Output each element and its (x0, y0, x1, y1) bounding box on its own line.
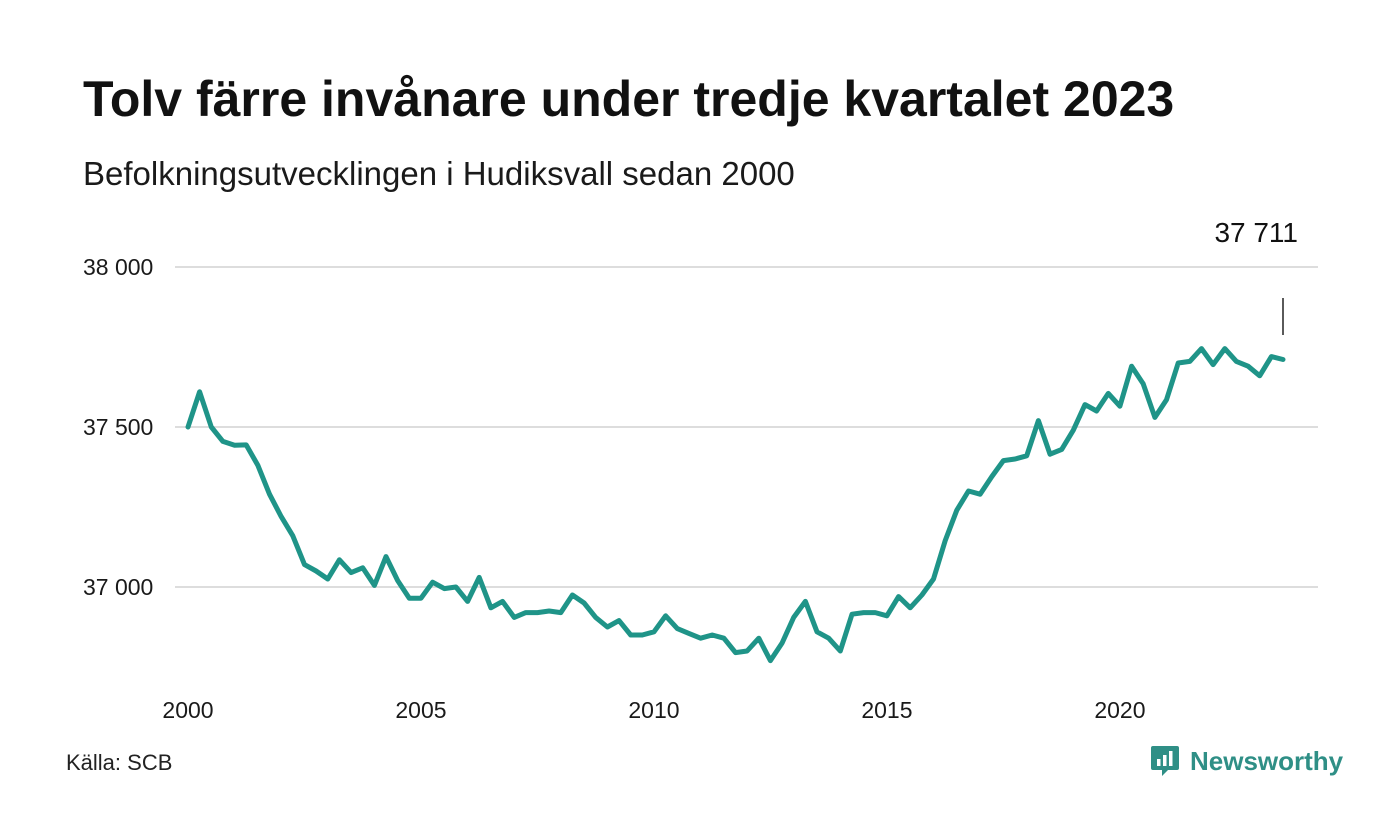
x-tick-label: 2020 (1094, 697, 1145, 723)
x-tick-label: 2010 (628, 697, 679, 723)
brand-name: Newsworthy (1190, 745, 1344, 776)
y-tick-label: 38 000 (83, 254, 153, 280)
annotation: 37 711 (1214, 217, 1298, 335)
newsworthy-logo-icon (1151, 746, 1179, 776)
y-tick-label: 37 000 (83, 574, 153, 600)
brand-logo: Newsworthy (1150, 744, 1343, 778)
x-axis-tick-labels: 2000 2005 2010 2015 2020 (162, 697, 1145, 723)
x-tick-label: 2005 (395, 697, 446, 723)
source-note: Källa: SCB (66, 750, 173, 775)
annotation-label: 37 711 (1214, 217, 1298, 248)
chart-subtitle: Befolkningsutvecklingen i Hudiksvall sed… (83, 155, 795, 192)
series-layer (185, 346, 1286, 664)
x-tick-label: 2000 (162, 697, 213, 723)
y-axis-tick-labels: 37 000 37 500 38 000 (83, 254, 153, 600)
gridlines (175, 266, 1318, 588)
y-tick-label: 37 500 (83, 414, 153, 440)
chart-title: Tolv färre invånare under tredje kvartal… (83, 71, 1175, 127)
x-tick-label: 2015 (861, 697, 912, 723)
series-line (185, 346, 1286, 664)
